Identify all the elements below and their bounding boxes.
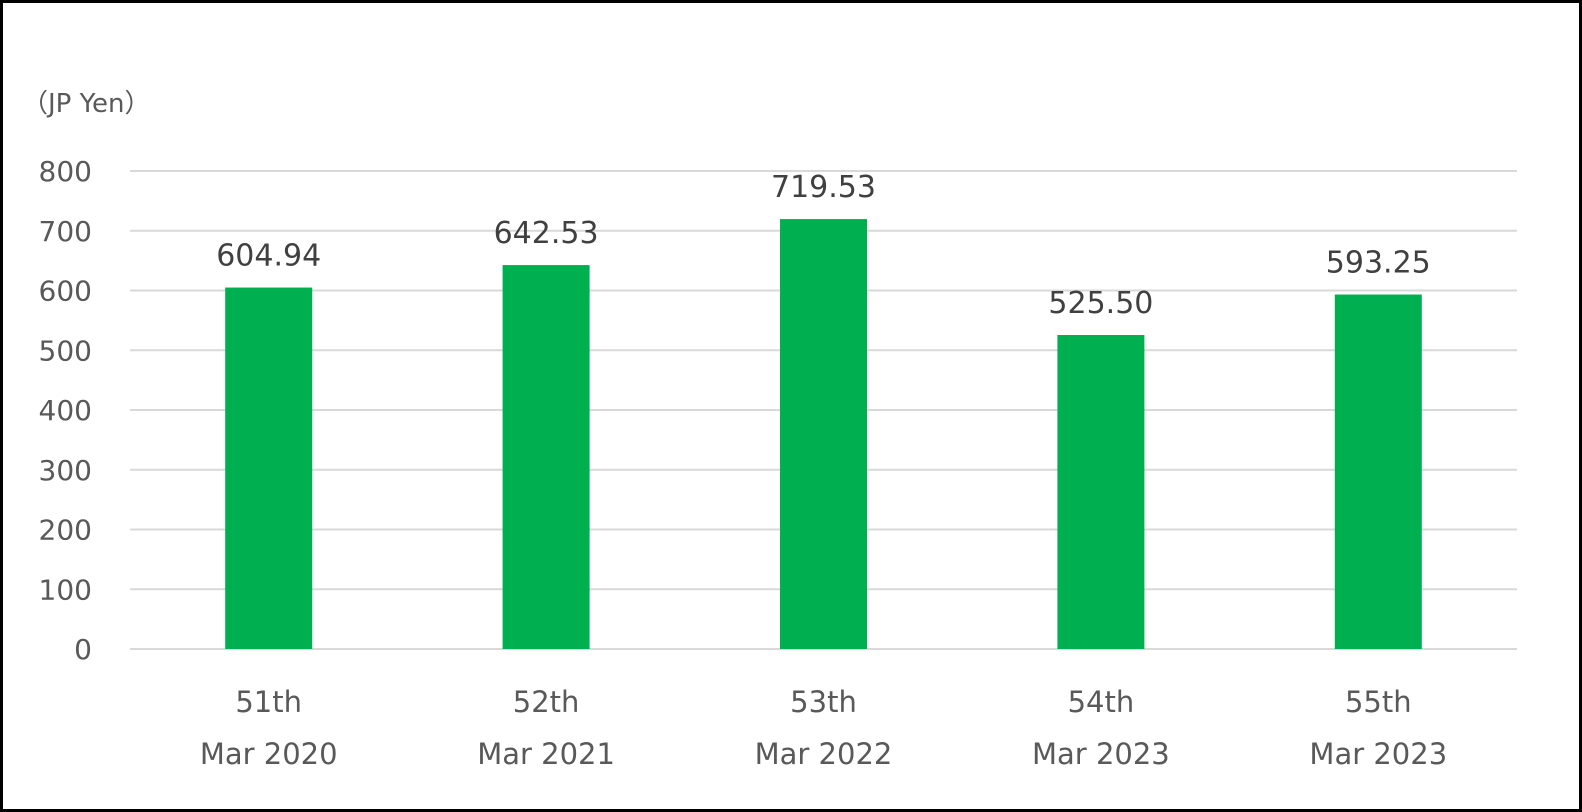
- y-tick-label: 200: [39, 514, 92, 547]
- y-tick-label: 100: [39, 573, 92, 606]
- bar: [780, 219, 867, 650]
- data-label: 719.53: [771, 170, 876, 205]
- x-category-label: 52th: [513, 685, 580, 719]
- y-tick-label: 400: [39, 394, 92, 427]
- bar: [502, 265, 590, 649]
- x-category-label: Mar 2023: [1032, 737, 1170, 771]
- x-category-label: 55th: [1345, 685, 1412, 719]
- y-axis-ticks: 0 100 200 300 400 500 600 700 800: [39, 155, 92, 666]
- y-tick-label: 600: [39, 275, 92, 308]
- data-label: 642.53: [494, 216, 599, 251]
- x-category-label: Mar 2021: [477, 737, 615, 771]
- y-tick-label: 700: [39, 215, 92, 248]
- bar: [1334, 294, 1422, 649]
- x-category-label: Mar 2022: [755, 737, 893, 771]
- bars: [225, 219, 1422, 650]
- bar: [225, 287, 313, 649]
- x-axis-categories: 51th Mar 2020 52th Mar 2021 53th Mar 2022 54th…: [200, 685, 1447, 771]
- y-tick-label: 0: [74, 633, 92, 666]
- y-tick-label: 500: [39, 334, 92, 367]
- x-category-label: 51th: [235, 685, 302, 719]
- x-category-label: Mar 2020: [200, 737, 338, 771]
- bar: [1057, 335, 1145, 649]
- data-label: 604.94: [216, 239, 321, 274]
- data-label: 525.50: [1048, 286, 1153, 321]
- y-tick-label: 800: [39, 155, 92, 188]
- data-labels: 604.94 642.53 719.53 525.50 593.25: [216, 170, 1431, 321]
- x-category-label: 54th: [1068, 685, 1135, 719]
- x-category-label: 53th: [790, 685, 857, 719]
- data-label: 593.25: [1326, 246, 1431, 281]
- x-category-label: Mar 2023: [1309, 737, 1447, 771]
- y-axis-unit-label: （JP Yen）: [22, 89, 151, 119]
- y-tick-label: 300: [39, 454, 92, 487]
